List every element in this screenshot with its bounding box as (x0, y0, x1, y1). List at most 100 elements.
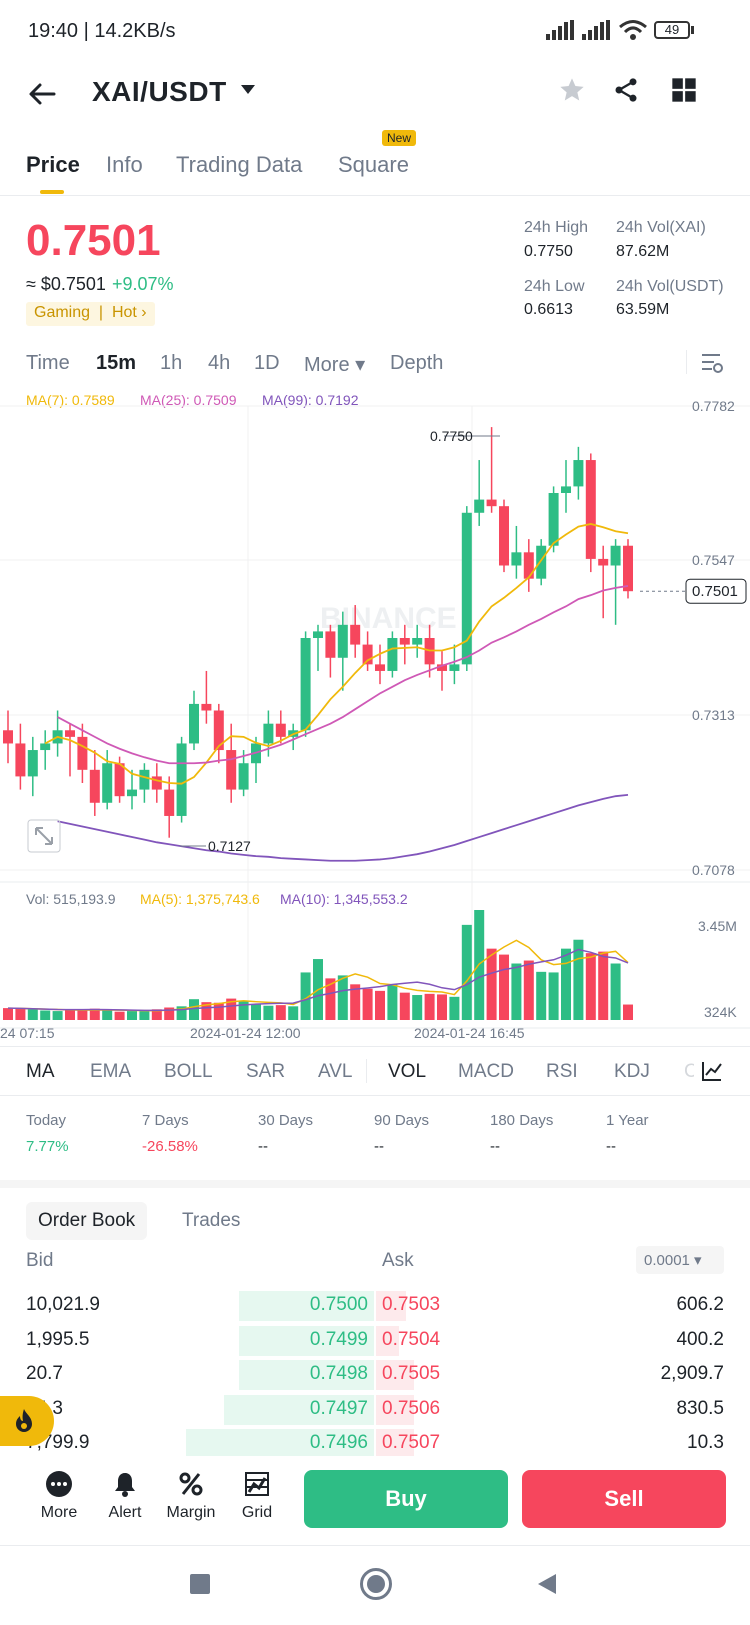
ind-rsi[interactable]: RSI (546, 1061, 578, 1082)
candle-body (461, 512, 472, 665)
main-tabs: Price Info Trading Data Square (0, 130, 750, 196)
ask-header: Ask (382, 1250, 414, 1271)
tf-depth[interactable]: Depth (390, 352, 444, 374)
ind-kdj[interactable]: KDJ (614, 1061, 650, 1082)
volume-bar (15, 1008, 26, 1020)
signal-icon (546, 20, 574, 40)
hot-button[interactable] (0, 1396, 54, 1446)
ask-qty: 830.5 (676, 1397, 724, 1419)
ma-line (57, 585, 629, 765)
ind-boll[interactable]: BOLL (164, 1061, 213, 1082)
high-annotation: 0.7750 (430, 428, 473, 444)
tab-order-book[interactable]: Order Book (26, 1202, 148, 1240)
volume-bar (598, 951, 609, 1020)
vol-usdt-label: 24h Vol(USDT) (616, 278, 724, 295)
orderbook-row[interactable]: 1,995.5 0.7499 0.7504 400.2 (0, 1323, 750, 1357)
candle-body (362, 644, 373, 665)
volume-bar (548, 972, 559, 1020)
bid-qty: 1,995.5 (26, 1328, 90, 1350)
ind-sar[interactable]: SAR (246, 1061, 286, 1082)
tab-trading-data[interactable]: Trading Data (176, 152, 303, 177)
percent-icon (179, 1472, 203, 1496)
alert-action[interactable]: Alert (90, 1470, 160, 1522)
orderbook-row[interactable]: 7,799.9 0.7496 0.7507 10.3 (0, 1426, 750, 1460)
vol-xai-value: 87.62M (616, 243, 670, 260)
tab-info[interactable]: Info (106, 152, 143, 177)
candle-body (189, 703, 199, 744)
candle-body (536, 545, 547, 579)
tab-price[interactable]: Price (26, 152, 80, 177)
volume-bar (449, 996, 460, 1020)
candle-body (350, 624, 361, 645)
tf-time[interactable]: Time (26, 352, 70, 374)
volume-ma-line (7, 948, 629, 1012)
volume-bar (77, 1009, 88, 1020)
bid-price: 0.7496 (309, 1432, 368, 1453)
ask-price: 0.7505 (382, 1363, 441, 1384)
alert-label: Alert (108, 1504, 142, 1521)
perf-value: -- (606, 1138, 616, 1155)
tf-more[interactable]: More ▾ (304, 354, 366, 376)
bid-qty: 20.7 (26, 1363, 63, 1384)
tab-square[interactable]: Square (338, 152, 409, 177)
perf-label: 90 Days (374, 1112, 430, 1129)
perf-label: Today (26, 1112, 67, 1129)
precision-select[interactable]: 0.0001 ▾ (636, 1246, 724, 1274)
caret-down-icon[interactable] (240, 84, 256, 96)
price-tick: 0.7782 (692, 398, 735, 414)
tab-trades[interactable]: Trades (182, 1210, 241, 1231)
indicator-settings-icon[interactable] (700, 1059, 724, 1083)
ind-macd[interactable]: MACD (458, 1061, 514, 1082)
candle-body (77, 736, 88, 770)
orderbook-row[interactable]: 20.7 0.7498 0.7505 2,909.7 (0, 1357, 750, 1391)
volume-bar (3, 1008, 13, 1020)
category-tags[interactable]: Gaming | Hot › (26, 302, 155, 326)
sell-button[interactable]: Sell (522, 1470, 726, 1528)
tf-1d[interactable]: 1D (254, 352, 280, 374)
volume-bar (139, 1011, 150, 1020)
recents-button[interactable] (190, 1574, 210, 1594)
ind-avl[interactable]: AVL (318, 1061, 353, 1082)
volume-bar (65, 1009, 75, 1020)
candlestick-chart[interactable]: BINANCE 0.7501 0.7782 0.7547 0.7313 0.70… (0, 380, 750, 1040)
grid-menu-icon[interactable] (670, 76, 698, 104)
chart-settings-icon[interactable] (700, 352, 724, 374)
fire-icon (16, 1409, 32, 1432)
ind-ema[interactable]: EMA (90, 1061, 132, 1082)
candle-body (27, 750, 38, 777)
more-action[interactable]: More (24, 1470, 94, 1522)
back-button-icon[interactable] (536, 1572, 558, 1596)
home-button[interactable] (360, 1568, 392, 1600)
margin-action[interactable]: Margin (156, 1470, 226, 1522)
candle-body (449, 664, 460, 671)
star-icon[interactable] (558, 76, 586, 104)
volume-bar (288, 1006, 299, 1020)
candle-body (275, 723, 286, 737)
tf-1h[interactable]: 1h (160, 352, 183, 374)
grid-action[interactable]: Grid (222, 1470, 292, 1522)
bid-depth-bar (186, 1429, 374, 1459)
tf-15m[interactable]: 15m (96, 352, 137, 374)
volume-bar (89, 1008, 100, 1020)
expand-chart-icon[interactable] (27, 819, 61, 853)
ind-ma[interactable]: MA (26, 1061, 55, 1082)
candle-body (151, 776, 162, 790)
candle-body (561, 486, 571, 493)
orderbook-row[interactable]: 10,021.9 0.7500 0.7503 606.2 (0, 1288, 750, 1322)
buy-button[interactable]: Buy (304, 1470, 508, 1528)
indicator-bar: MA EMA BOLL SAR AVL VOL MACD RSI KDJ C (0, 1046, 750, 1096)
candle-body (387, 638, 398, 671)
tf-4h[interactable]: 4h (208, 352, 231, 374)
volume-bar (437, 994, 447, 1020)
perf-label: 1 Year (606, 1112, 649, 1129)
share-icon[interactable] (612, 76, 640, 104)
ind-vol[interactable]: VOL (388, 1061, 427, 1082)
perf-value: -- (258, 1138, 268, 1155)
candle-body (375, 664, 385, 671)
vol-usdt-value: 63.59M (616, 301, 670, 318)
pair-title[interactable]: XAI/USDT (92, 76, 227, 107)
back-arrow-icon[interactable] (26, 78, 58, 110)
system-nav-bar (0, 1546, 750, 1625)
ask-qty: 2,909.7 (660, 1363, 724, 1384)
